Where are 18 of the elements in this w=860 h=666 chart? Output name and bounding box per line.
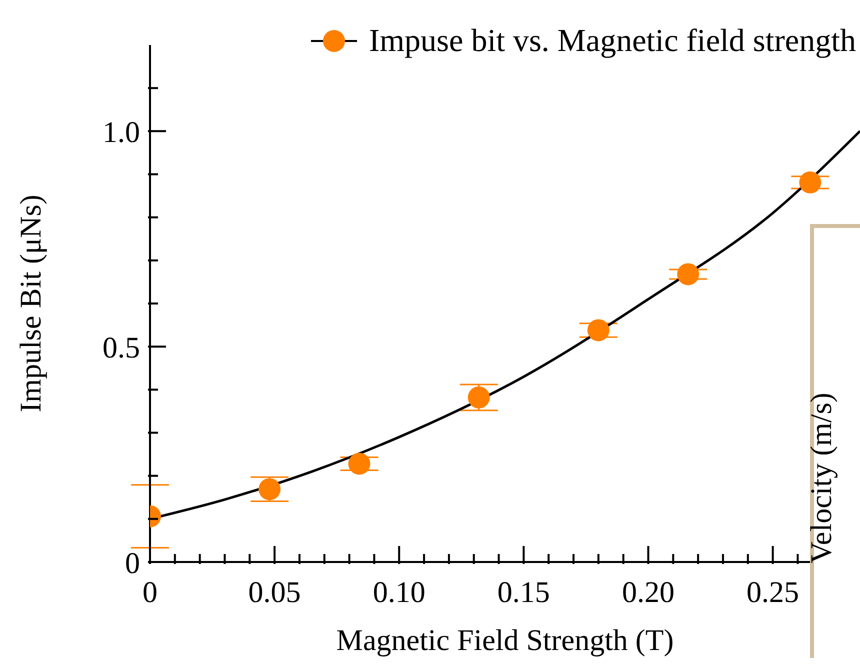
x-tick-label: 0.10 xyxy=(372,576,426,609)
legend-label: Impuse bit vs. Magnetic field strength xyxy=(368,22,856,59)
y-axis-title: Impulse Bit (μNs) xyxy=(14,194,48,412)
x-tick-label: 0.15 xyxy=(497,576,550,609)
x-tick-label: 0.25 xyxy=(746,576,800,609)
x-axis-title: Magnetic Field Strength (T) xyxy=(336,624,674,657)
point xyxy=(677,263,700,286)
point xyxy=(258,478,281,500)
point xyxy=(587,319,610,342)
x-tick-label: 0.05 xyxy=(248,576,301,609)
text: Velocity (m/s) xyxy=(805,392,839,564)
point xyxy=(348,452,370,475)
point xyxy=(799,171,822,194)
y-tick-label: 1.0 xyxy=(102,116,140,150)
y-tick-label: 0.5 xyxy=(102,332,140,365)
point xyxy=(468,386,490,408)
y-tick-label: 0 xyxy=(125,547,140,580)
x-tick-label: 0.20 xyxy=(622,576,674,609)
